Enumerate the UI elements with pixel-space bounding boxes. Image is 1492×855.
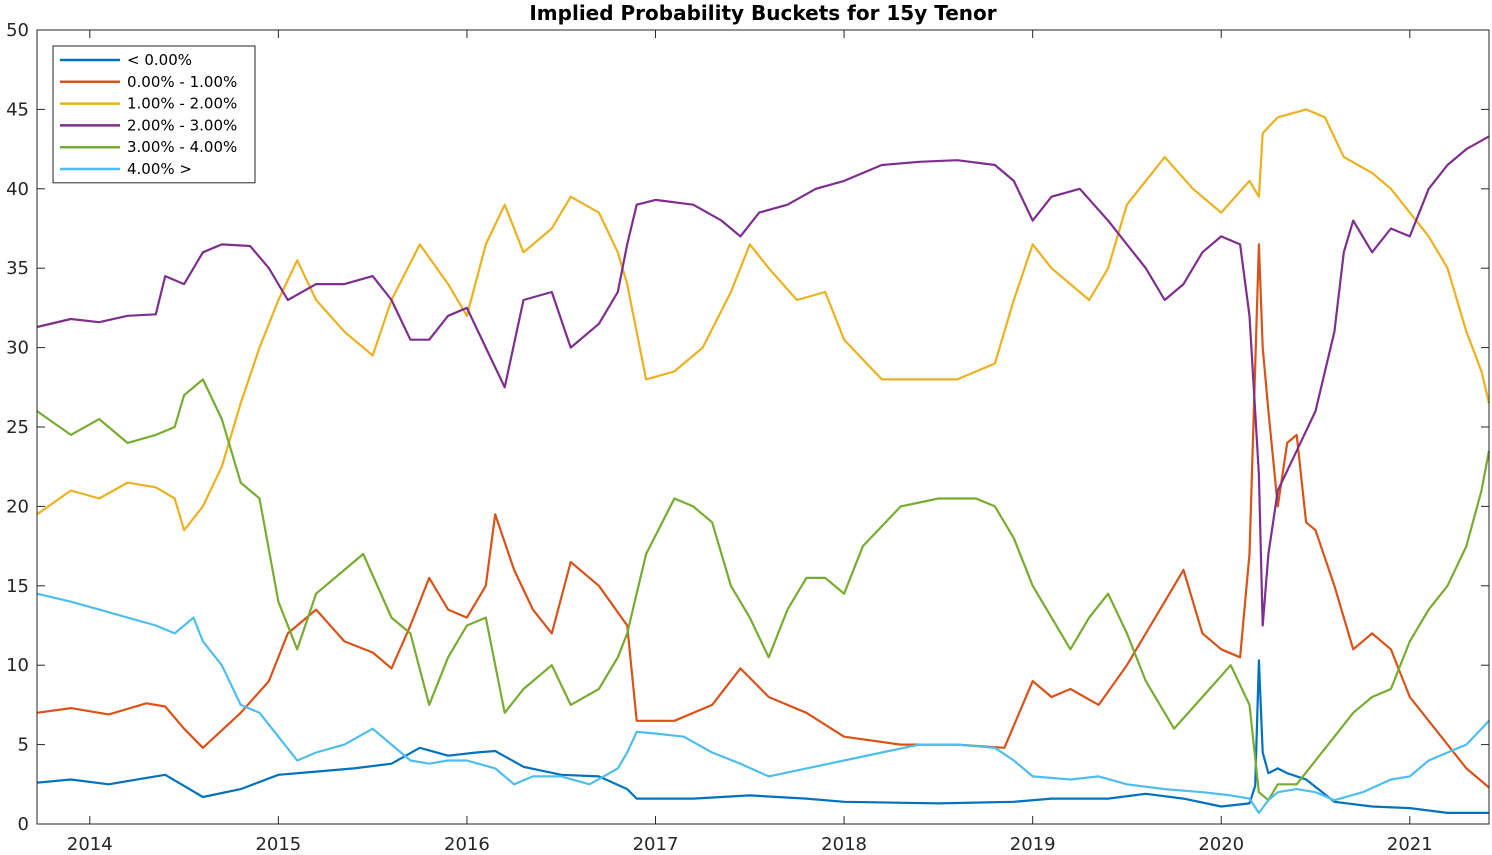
legend-label: 0.00% - 1.00% [127,73,237,91]
series-line-2 [36,243,1490,789]
series-layer [36,108,1491,815]
legend-label: 3.00% - 4.00% [127,138,237,156]
y-tick-label: 30 [6,338,29,359]
axes-layer: 2014 2015 2016 2017 2018 2019 2020 2021 0 5 10 15 20… [6,20,1490,855]
x-tick-label: 2015 [255,834,301,855]
x-tick-label: 2014 [67,834,113,855]
x-tick-label: 2019 [1010,834,1056,855]
y-tick-label: 15 [6,576,29,597]
x-tick-label: 2018 [821,834,867,855]
y-tick-label: 20 [6,496,29,517]
y-tick-label: 35 [6,258,29,279]
x-tick-label: 2021 [1387,834,1433,855]
y-tick-label: 40 [6,179,29,200]
x-tick-label: 2020 [1198,834,1244,855]
legend-label: 4.00% > [127,160,192,178]
legend-box [52,45,256,184]
chart-title: Implied Probability Buckets for 15y Teno… [529,1,996,25]
legend: < 0.00% 0.00% - 1.00% 1.00% - 2.00% 2.00% -… [52,45,256,184]
series-line-4 [36,135,1490,627]
y-tick-label: 5 [18,735,29,756]
legend-label: 2.00% - 3.00% [127,116,237,134]
legend-label: 1.00% - 2.00% [127,95,237,113]
x-tick-label: 2016 [444,834,490,855]
y-tick-label: 50 [6,20,29,41]
x-tick-label: 2017 [633,834,679,855]
legend-label: < 0.00% [127,51,192,69]
y-tick-label: 25 [6,417,29,438]
y-tick-label: 0 [18,814,29,835]
y-tick-label: 45 [6,99,29,120]
series-line-5 [36,378,1491,802]
series-line-6 [36,592,1490,815]
y-tick-label: 10 [6,655,29,676]
series-line-3 [36,108,1491,532]
series-line-1 [36,659,1489,815]
